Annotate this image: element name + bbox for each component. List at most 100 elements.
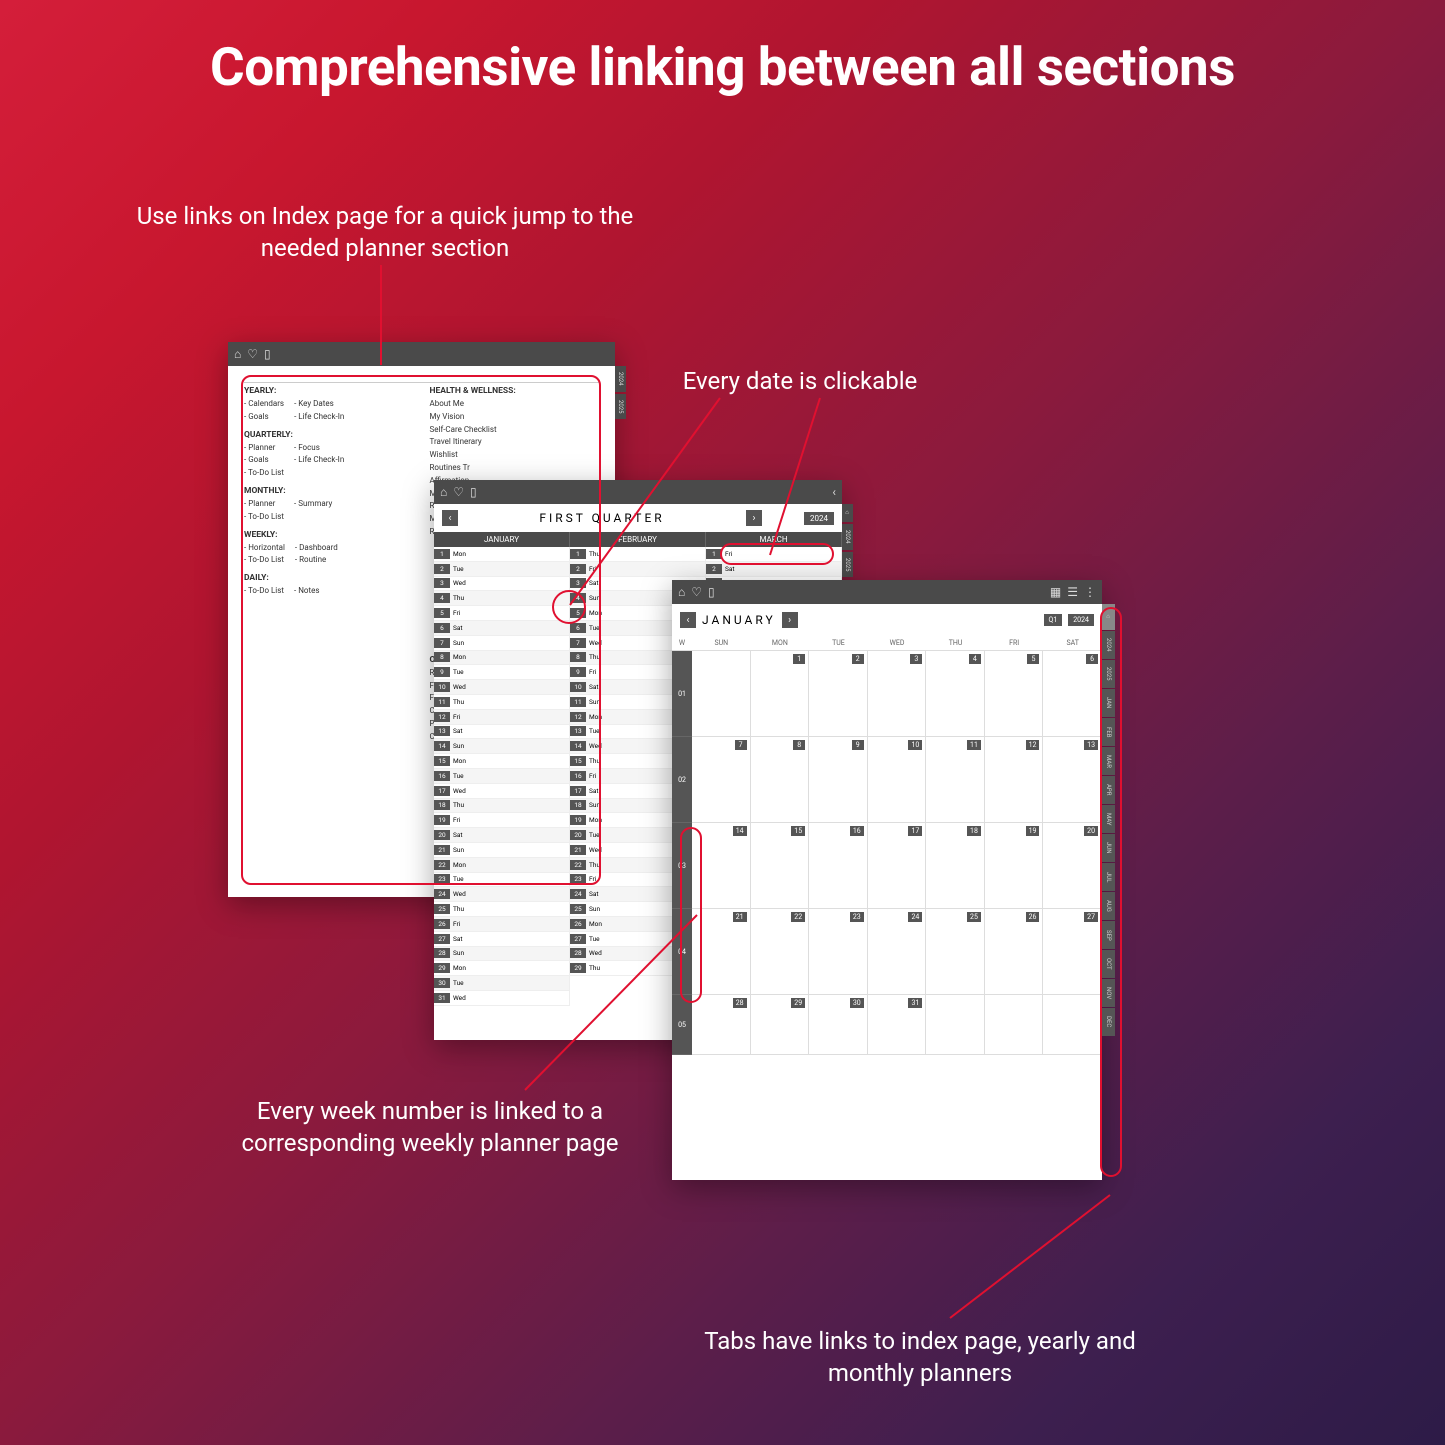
day-row[interactable]: 25Thu (434, 902, 569, 917)
index-item[interactable]: - Dashboard (295, 542, 338, 555)
day-row[interactable]: 15Mon (434, 754, 569, 769)
index-item[interactable]: - To-Do List (244, 467, 284, 480)
day-row[interactable]: 4Thu (434, 591, 569, 606)
day-row[interactable]: 1Fri (706, 547, 841, 562)
index-item[interactable]: About Me (430, 398, 600, 411)
day-row[interactable]: 22Mon (434, 858, 569, 873)
calendar-cell[interactable]: 28 (692, 995, 751, 1054)
doc-icon[interactable]: ▯ (470, 485, 477, 499)
index-item[interactable]: - Life Check-In (294, 454, 344, 467)
side-tab[interactable]: FEB (1102, 718, 1115, 746)
side-tab[interactable]: MAY (1102, 805, 1115, 833)
day-row[interactable]: 6Sat (434, 621, 569, 636)
heart-icon[interactable]: ♡ (247, 347, 258, 361)
calendar-cell[interactable]: 23 (809, 909, 868, 994)
calendar-cell[interactable]: 7 (692, 737, 751, 822)
calendar-cell[interactable]: 12 (985, 737, 1044, 822)
calendar-cell[interactable]: 11 (926, 737, 985, 822)
month-header[interactable]: FEBRUARY (570, 532, 706, 547)
day-row[interactable]: 2Tue (434, 562, 569, 577)
home-icon[interactable]: ⌂ (440, 485, 447, 499)
calendar-cell[interactable] (926, 995, 985, 1054)
day-row[interactable]: 10Wed (434, 680, 569, 695)
calendar-cell[interactable]: 4 (926, 651, 985, 736)
day-row[interactable]: 28Sun (434, 947, 569, 962)
week-number[interactable]: 03 (672, 823, 692, 909)
calendar-cell[interactable]: 1 (751, 651, 810, 736)
day-row[interactable]: 21Sun (434, 843, 569, 858)
index-item[interactable]: - Planner (244, 442, 284, 455)
calendar-cell[interactable]: 19 (985, 823, 1044, 908)
side-tab[interactable]: 2024 (615, 366, 626, 392)
day-row[interactable]: 14Sun (434, 739, 569, 754)
index-item[interactable]: - To-Do List (244, 554, 285, 567)
calendar-cell[interactable]: 10 (868, 737, 927, 822)
calendar-cell[interactable]: 31 (868, 995, 927, 1054)
side-tab[interactable]: AUG (1102, 892, 1115, 920)
year-pill[interactable]: 2024 (1068, 614, 1094, 626)
heart-icon[interactable]: ♡ (453, 485, 464, 499)
index-item[interactable]: - Planner (244, 498, 284, 511)
day-row[interactable]: 30Tue (434, 976, 569, 991)
side-tab[interactable]: 2025 (615, 394, 626, 420)
side-tab[interactable]: 2025 (842, 552, 853, 578)
index-item[interactable]: Travel Itinerary (430, 436, 600, 449)
side-tab[interactable]: 2024 (1102, 631, 1115, 659)
index-item[interactable]: - Notes (294, 585, 319, 598)
calendar-cell[interactable]: 21 (692, 909, 751, 994)
home-icon[interactable]: ⌂ (678, 585, 685, 599)
calendar-cell[interactable]: 22 (751, 909, 810, 994)
day-row[interactable]: 13Sat (434, 725, 569, 740)
side-tab[interactable]: JUL (1102, 863, 1115, 891)
week-number[interactable]: 05 (672, 995, 692, 1055)
calendar-cell[interactable] (985, 995, 1044, 1054)
week-number[interactable]: 04 (672, 909, 692, 995)
day-row[interactable]: 17Wed (434, 784, 569, 799)
day-row[interactable]: 29Mon (434, 961, 569, 976)
doc-icon[interactable]: ▯ (708, 585, 715, 599)
prev-button[interactable]: ‹ (442, 510, 458, 526)
day-row[interactable]: 16Tue (434, 769, 569, 784)
day-row[interactable]: 2Fri (570, 562, 705, 577)
index-item[interactable]: - Horizontal (244, 542, 285, 555)
day-row[interactable]: 19Fri (434, 813, 569, 828)
calendar-cell[interactable]: 29 (751, 995, 810, 1054)
index-item[interactable]: Routines Tr (430, 462, 600, 475)
index-item[interactable]: - Calendars (244, 398, 284, 411)
day-row[interactable]: 12Fri (434, 710, 569, 725)
side-tab[interactable]: JUN (1102, 834, 1115, 862)
chev-icon[interactable]: ‹ (832, 485, 836, 499)
day-row[interactable]: 26Fri (434, 917, 569, 932)
next-button[interactable]: › (782, 612, 798, 628)
calendar-cell[interactable]: 20 (1043, 823, 1102, 908)
index-item[interactable]: Self-Care Checklist (430, 424, 600, 437)
calendar-cell[interactable]: 15 (751, 823, 810, 908)
calendar-cell[interactable]: 18 (926, 823, 985, 908)
index-item[interactable]: - Goals (244, 454, 284, 467)
calendar-cell[interactable]: 8 (751, 737, 810, 822)
calendar-cell[interactable]: 26 (985, 909, 1044, 994)
calendar-cell[interactable]: 17 (868, 823, 927, 908)
day-row[interactable]: 9Tue (434, 665, 569, 680)
week-number[interactable]: 01 (672, 651, 692, 737)
month-header[interactable]: JANUARY (434, 532, 570, 547)
calendar-cell[interactable]: 13 (1043, 737, 1102, 822)
side-tab[interactable]: OCT (1102, 950, 1115, 978)
day-row[interactable]: 2Sat (706, 562, 841, 577)
calendar-cell[interactable] (1043, 995, 1102, 1054)
calendar-cell[interactable]: 2 (809, 651, 868, 736)
index-item[interactable]: - Routine (295, 554, 338, 567)
grid-icon[interactable]: ▦ (1050, 585, 1061, 599)
day-row[interactable]: 24Wed (434, 887, 569, 902)
day-row[interactable]: 20Sat (434, 828, 569, 843)
index-item[interactable]: - Goals (244, 411, 284, 424)
side-tab[interactable]: SEP (1102, 921, 1115, 949)
side-tab[interactable]: 2025 (1102, 660, 1115, 688)
heart-icon[interactable]: ♡ (691, 585, 702, 599)
calendar-cell[interactable]: 16 (809, 823, 868, 908)
index-item[interactable]: My Vision (430, 411, 600, 424)
side-tab[interactable]: DEC (1102, 1008, 1115, 1036)
calendar-cell[interactable]: 5 (985, 651, 1044, 736)
calendar-cell[interactable]: 14 (692, 823, 751, 908)
day-row[interactable]: 11Thu (434, 695, 569, 710)
